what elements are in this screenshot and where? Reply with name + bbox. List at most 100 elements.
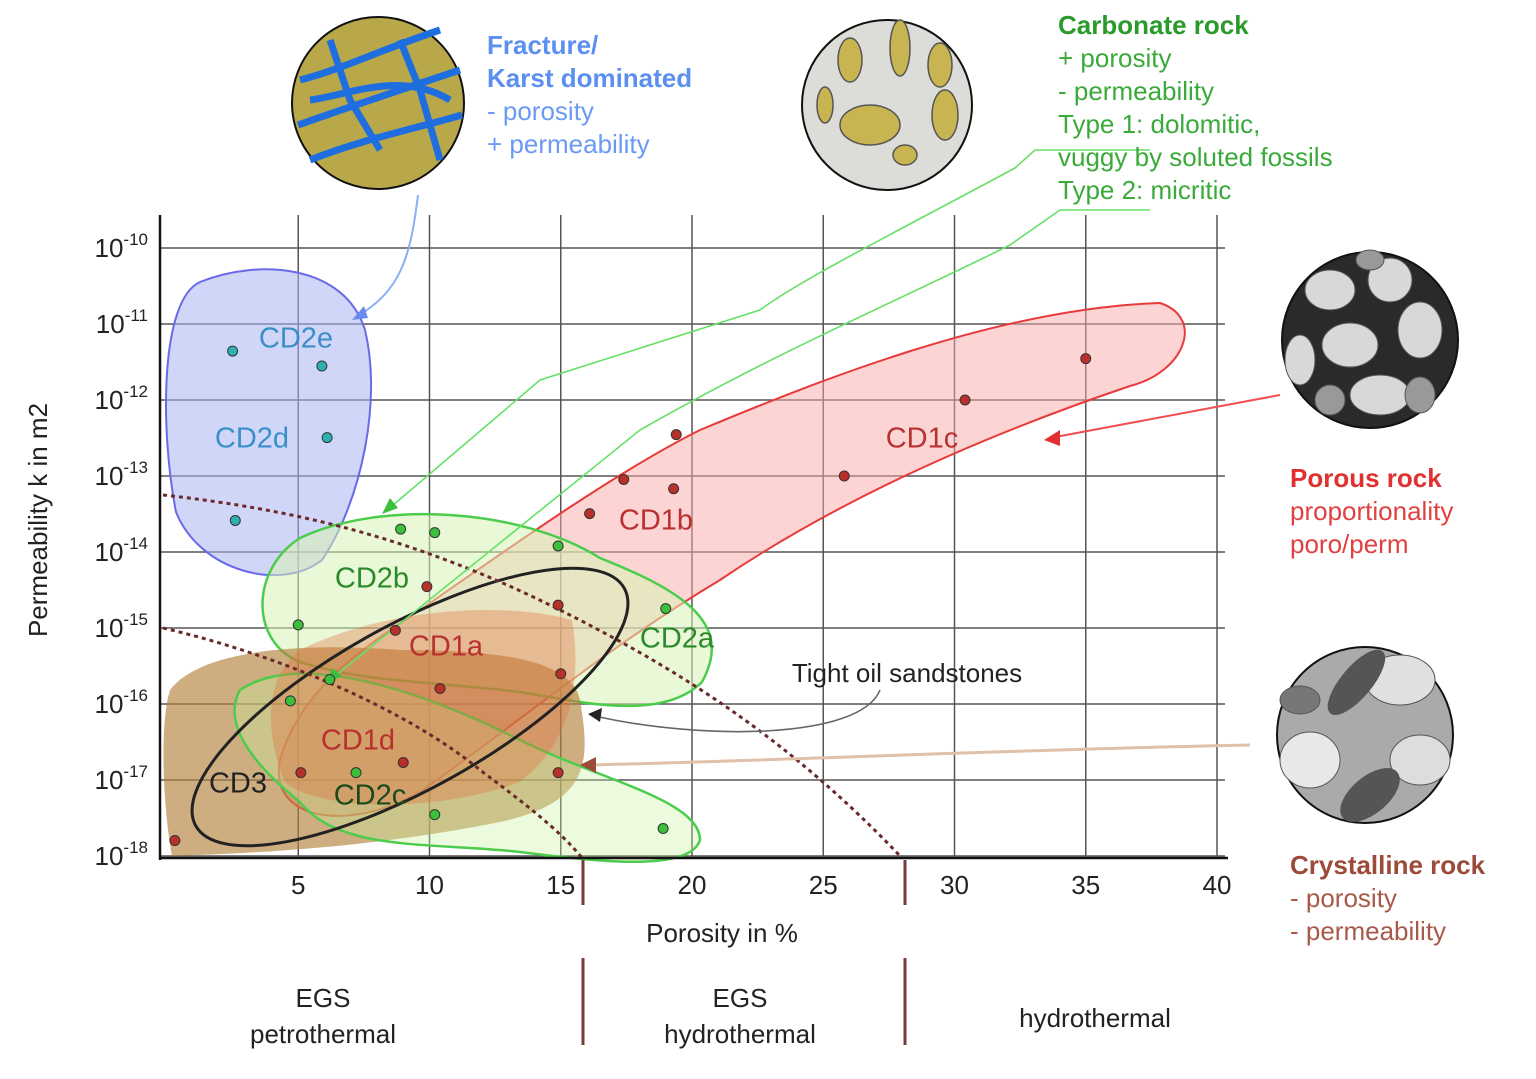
point xyxy=(284,695,296,707)
rock-text: - permeability xyxy=(1058,76,1214,106)
annotations: Fracture/Karst dominated- porosity+ perm… xyxy=(250,10,1486,1049)
region-label: CD2a xyxy=(640,623,715,655)
point xyxy=(552,540,564,552)
point xyxy=(324,674,336,686)
rock-text: proportionality xyxy=(1290,496,1453,526)
y-tick-label: 10-18 xyxy=(95,838,149,870)
region-label: CD2c xyxy=(334,780,407,812)
point xyxy=(552,767,564,779)
arrow xyxy=(589,743,1251,767)
point xyxy=(227,345,239,357)
region-cd3 xyxy=(163,647,585,856)
region-labels: CD2e CD2d CD1c CD1b CD2b CD1a CD2a CD1d … xyxy=(209,323,1022,812)
y-tick-label: 10-10 xyxy=(95,230,149,262)
point xyxy=(421,581,433,593)
region-label: CD1a xyxy=(409,631,484,663)
arrows xyxy=(326,149,1281,773)
point xyxy=(552,599,564,611)
point xyxy=(229,514,241,526)
rock-title: Fracture/ xyxy=(487,30,598,60)
point xyxy=(657,823,669,835)
region-label: CD2d xyxy=(215,423,289,455)
point xyxy=(169,834,181,846)
rock-text: - porosity xyxy=(487,96,594,126)
arrowhead xyxy=(588,708,602,722)
y-tick-label: 10-12 xyxy=(95,382,149,414)
point xyxy=(395,523,407,535)
y-tick-label: 10-16 xyxy=(95,686,149,718)
fracture-veins xyxy=(296,26,463,164)
x-tick-label: 10 xyxy=(415,870,444,900)
x-tick-label: 40 xyxy=(1203,870,1232,900)
y-axis-title: Permeability k in m2 xyxy=(23,403,53,637)
point xyxy=(389,624,401,636)
y-tick-label: 10-15 xyxy=(95,610,149,642)
rock-title: Karst dominated xyxy=(487,63,692,93)
x-tick-label: 5 xyxy=(291,870,305,900)
rock-text: poro/perm xyxy=(1290,529,1409,559)
boundary-curve xyxy=(162,493,904,860)
arrowhead xyxy=(382,498,398,514)
y-tick-label: 10-14 xyxy=(95,534,149,566)
region-label: CD2e xyxy=(259,323,333,355)
rock-text: Type 1: dolomitic, xyxy=(1058,109,1260,139)
region-label: CD1c xyxy=(886,423,959,455)
callout: Tight oil sandstones xyxy=(792,658,1022,688)
region-label: CD1d xyxy=(321,725,395,757)
rock-text: + permeability xyxy=(487,129,650,159)
x-tick-label: 20 xyxy=(678,870,707,900)
point xyxy=(668,483,680,495)
arrowhead xyxy=(1044,430,1060,446)
zone-label: EGS xyxy=(713,983,768,1013)
zone-label: hydrothermal xyxy=(1019,1003,1171,1033)
point xyxy=(321,432,333,444)
rock-text: - porosity xyxy=(1290,883,1397,913)
point xyxy=(1080,353,1092,365)
region-label: CD2b xyxy=(335,563,409,595)
point xyxy=(838,470,850,482)
tight-oil-ellipse xyxy=(190,566,630,848)
porous-grains xyxy=(1284,249,1443,416)
rock-text: - permeability xyxy=(1290,916,1446,946)
point xyxy=(295,767,307,779)
fracture-icon xyxy=(291,16,465,190)
arrowhead xyxy=(352,306,368,320)
y-tick-label: 10-11 xyxy=(96,306,148,338)
rock-text: Type 2: micritic xyxy=(1058,175,1231,205)
point xyxy=(584,508,596,520)
points xyxy=(169,345,1092,846)
region-label: CD3 xyxy=(209,768,267,800)
point xyxy=(350,767,362,779)
zone-label: hydrothermal xyxy=(664,1019,816,1049)
rock-title: Carbonate rock xyxy=(1058,10,1249,40)
x-tick-label: 15 xyxy=(546,870,575,900)
arrow xyxy=(1049,394,1281,439)
zone-label: petrothermal xyxy=(250,1019,396,1049)
x-tick-label: 30 xyxy=(940,870,969,900)
point xyxy=(429,527,441,539)
rock-icons xyxy=(291,16,1459,824)
x-axis-title: Porosity in % xyxy=(646,918,798,948)
y-tick-label: 10-17 xyxy=(95,762,149,794)
rock-text: vuggy by soluted fossils xyxy=(1058,142,1333,172)
point xyxy=(555,668,567,680)
arrow xyxy=(594,689,881,733)
point xyxy=(429,809,441,821)
point xyxy=(397,756,409,768)
arrow xyxy=(329,209,1150,681)
boundary-curve xyxy=(162,626,584,859)
arrow xyxy=(357,194,419,317)
zone-label: EGS xyxy=(296,983,351,1013)
crystalline-grains xyxy=(1279,649,1451,822)
y-tick-label: 10-13 xyxy=(95,458,149,490)
rock-title: Porous rock xyxy=(1290,463,1442,493)
point xyxy=(618,473,630,485)
regions xyxy=(162,268,1186,863)
x-tick-label: 35 xyxy=(1071,870,1100,900)
carbonate-vugs xyxy=(816,19,959,166)
point xyxy=(670,429,682,441)
point xyxy=(292,619,304,631)
arrowhead xyxy=(580,757,596,773)
